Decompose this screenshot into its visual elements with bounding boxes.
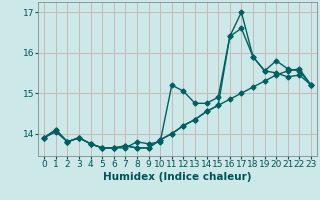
X-axis label: Humidex (Indice chaleur): Humidex (Indice chaleur) [103,172,252,182]
